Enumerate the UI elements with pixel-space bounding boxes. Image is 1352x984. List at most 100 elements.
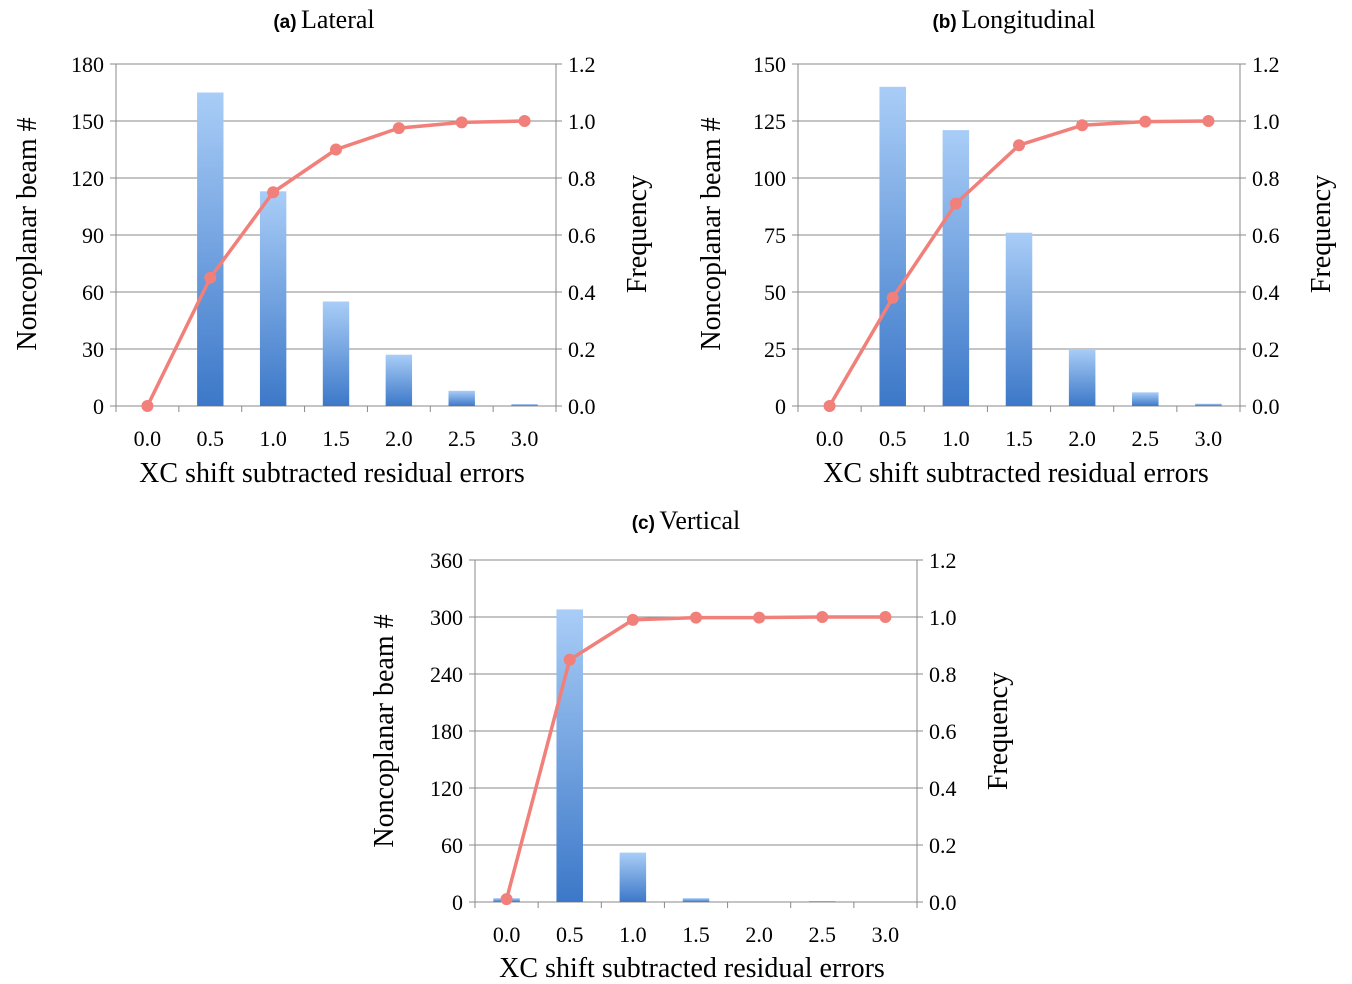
panel-title-text: Lateral	[301, 5, 375, 34]
y-tick-label-left: 120	[430, 776, 463, 801]
bar	[322, 301, 350, 406]
y-tick-label-left: 75	[764, 223, 786, 248]
frequency-point	[690, 611, 702, 624]
bar	[197, 92, 224, 406]
y-tick-label-right: 0.0	[568, 394, 596, 419]
y-axis-label-left: Noncoplanar beam #	[369, 614, 400, 847]
y-tick-label-left: 180	[71, 52, 104, 77]
y-tick-label-right: 1.0	[568, 109, 596, 134]
frequency-point	[518, 115, 531, 127]
y-axis-label-left: Noncoplanar beam #	[12, 117, 43, 350]
frequency-point	[1139, 115, 1152, 128]
x-tick-label: 2.5	[448, 426, 476, 451]
panel-title-vertical: (c) Vertical	[632, 506, 741, 535]
x-tick-label: 1.5	[1005, 426, 1033, 451]
bar	[619, 852, 647, 902]
y-tick-label-right: 0.8	[929, 662, 957, 687]
bar	[511, 404, 538, 406]
frequency-point	[823, 400, 836, 412]
y-tick-label-right: 0.4	[1252, 280, 1280, 305]
frequency-point	[267, 186, 280, 199]
chart-panel-lateral: (a) Lateral 0 0.0 30 0.2 60 0.4 90 0.6 120 0.8 150…	[12, 5, 653, 489]
y-tick-label-right: 0.2	[568, 337, 596, 362]
bar	[385, 354, 413, 406]
frequency-point	[1202, 115, 1215, 127]
bar	[809, 901, 836, 902]
frequency-point	[886, 291, 899, 304]
y-tick-label-right: 0.0	[1252, 394, 1280, 419]
y-tick-label-right: 0.4	[929, 776, 957, 801]
x-tick-label: 0.5	[197, 426, 225, 451]
y-tick-label-left: 100	[753, 166, 786, 191]
y-tick-label-left: 360	[430, 548, 463, 573]
y-tick-label-right: 0.6	[568, 223, 596, 248]
x-axis-label: XC shift subtracted residual errors	[823, 458, 1209, 489]
y-tick-label-left: 120	[71, 166, 104, 191]
bar	[259, 191, 287, 406]
bar	[942, 130, 970, 406]
x-tick-label: 2.0	[1068, 426, 1096, 451]
frequency-point	[879, 611, 892, 623]
x-tick-label: 2.0	[745, 922, 773, 947]
y-tick-label-left: 60	[82, 280, 104, 305]
frequency-point	[455, 116, 468, 129]
y-tick-label-right: 0.4	[568, 280, 596, 305]
panel-title-lateral: (a) Lateral	[273, 5, 374, 34]
y-tick-label-right: 0.0	[929, 890, 957, 915]
y-axis-label-right: Frequency	[983, 672, 1014, 790]
panel-title-text: Vertical	[659, 506, 740, 535]
y-tick-label-right: 0.2	[1252, 337, 1280, 362]
x-tick-label: 3.0	[872, 922, 900, 947]
x-tick-label: 0.5	[556, 922, 584, 947]
y-tick-label-left: 180	[430, 719, 463, 744]
frequency-point	[563, 653, 576, 666]
bar	[1132, 392, 1159, 406]
y-tick-label-right: 0.6	[1252, 223, 1280, 248]
y-tick-label-left: 125	[753, 109, 786, 134]
y-tick-label-left: 50	[764, 280, 786, 305]
frequency-point	[816, 611, 829, 623]
x-tick-label: 2.0	[385, 426, 413, 451]
y-tick-label-left: 0	[93, 394, 104, 419]
frequency-point	[392, 122, 405, 135]
x-tick-label: 0.0	[816, 426, 844, 451]
y-tick-label-left: 150	[753, 52, 786, 77]
frequency-point	[204, 271, 217, 284]
y-tick-label-left: 60	[441, 833, 463, 858]
y-tick-label-right: 0.2	[929, 833, 957, 858]
panel-title-text: Longitudinal	[961, 5, 1095, 34]
x-tick-label: 2.5	[809, 922, 837, 947]
frequency-point	[626, 613, 639, 626]
x-tick-label: 3.0	[1195, 426, 1223, 451]
y-tick-label-right: 1.0	[929, 605, 957, 630]
y-tick-label-left: 25	[764, 337, 786, 362]
chart-panel-vertical: (c) Vertical 0 0.0 60 0.2 120 0.4 180 0.6 240 0.8…	[369, 506, 1014, 984]
y-tick-label-right: 0.8	[1252, 166, 1280, 191]
y-tick-label-right: 1.2	[568, 52, 596, 77]
plot-area: 0 0.0 25 0.2 50 0.4 75 0.6 100 0.8 125 1.0 150 1.2 0.0…	[753, 52, 1280, 451]
bar	[879, 86, 906, 407]
bar	[448, 390, 475, 406]
x-tick-label: 1.0	[259, 426, 287, 451]
bar	[1068, 349, 1096, 406]
frequency-point	[1076, 119, 1089, 132]
x-tick-label: 1.5	[322, 426, 350, 451]
frequency-point	[1013, 139, 1025, 152]
frequency-point	[949, 197, 962, 210]
y-tick-label-left: 240	[430, 662, 463, 687]
y-axis-label-left: Noncoplanar beam #	[696, 117, 727, 350]
frequency-point	[500, 893, 513, 906]
panel-letter: (a)	[273, 12, 296, 33]
y-tick-label-right: 1.0	[1252, 109, 1280, 134]
x-tick-label: 1.0	[942, 426, 970, 451]
frequency-point	[330, 143, 342, 156]
frequency-point	[753, 611, 766, 624]
y-axis-label-right: Frequency	[1306, 175, 1337, 293]
panel-letter: (b)	[932, 12, 956, 33]
x-tick-label: 0.0	[493, 922, 521, 947]
panel-letter: (c)	[632, 513, 655, 534]
y-tick-label-left: 0	[452, 890, 463, 915]
x-tick-label: 1.0	[619, 922, 647, 947]
x-tick-label: 0.5	[879, 426, 907, 451]
y-axis-label-right: Frequency	[622, 175, 653, 293]
